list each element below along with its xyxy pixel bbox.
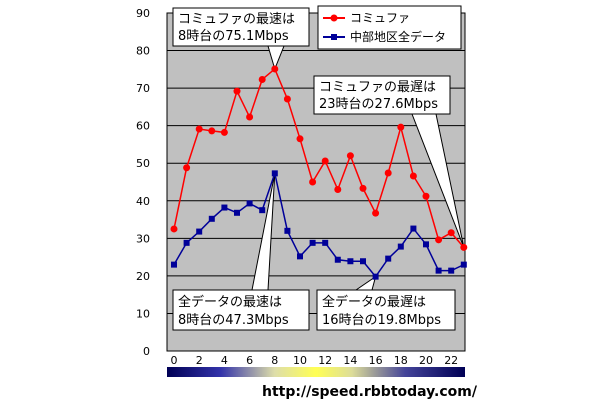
data-point-all — [397, 243, 404, 250]
y-tick-label: 10 — [136, 307, 150, 320]
data-point-commufa — [283, 95, 291, 103]
x-tick-label: 16 — [369, 354, 383, 367]
data-point-all — [448, 267, 455, 274]
x-tick-label: 4 — [221, 354, 228, 367]
data-point-all — [423, 241, 429, 248]
y-tick-label: 90 — [136, 7, 150, 20]
data-point-all — [284, 227, 291, 234]
data-point-commufa — [435, 236, 443, 244]
x-tick-label: 10 — [293, 354, 307, 367]
data-point-all — [460, 261, 467, 268]
data-point-commufa — [346, 152, 354, 160]
y-tick-label: 20 — [136, 270, 150, 283]
data-point-commufa — [220, 128, 228, 136]
data-point-commufa — [183, 164, 191, 172]
data-point-commufa — [447, 229, 455, 237]
callout-fastest-commufa-line1: コミュファの最速は — [178, 12, 295, 27]
x-tick-label: 8 — [271, 354, 278, 367]
legend-marker-commufa — [330, 14, 338, 22]
data-point-commufa — [409, 172, 417, 180]
data-point-all — [360, 258, 366, 265]
data-point-commufa — [195, 125, 203, 133]
data-point-commufa — [258, 75, 266, 83]
time-of-day-bar — [167, 367, 465, 377]
data-point-all — [208, 215, 215, 222]
data-point-commufa — [170, 225, 178, 233]
callout-slowest-all-line2: 16時台の19.8Mbps — [322, 313, 441, 328]
data-point-commufa — [397, 123, 405, 131]
callout-fastest-all-line1: 全データの最速は — [178, 294, 282, 310]
data-point-all — [334, 256, 341, 263]
callout-fastest-all: 全データの最速は 8時台の47.3Mbps — [172, 289, 310, 331]
x-tick-label: 6 — [246, 354, 253, 367]
legend-label-commufa: コミュファ — [350, 11, 410, 25]
y-axis-ticks: 0 10 20 30 40 50 60 70 80 90 — [136, 7, 150, 358]
y-tick-label: 30 — [136, 232, 150, 245]
data-point-all — [347, 258, 354, 265]
callout-slowest-all: 全データの最遅は 16時台の19.8Mbps — [316, 289, 456, 331]
callout-fastest-commufa-line2: 8時台の75.1Mbps — [178, 29, 289, 44]
data-point-all — [171, 261, 177, 268]
data-point-commufa — [321, 157, 329, 165]
x-tick-label: 20 — [419, 354, 433, 367]
data-point-commufa — [208, 127, 216, 135]
legend-marker-all — [331, 34, 337, 40]
data-point-commufa — [246, 113, 254, 121]
data-point-all — [385, 255, 392, 262]
footer-url: http://speed.rbbtoday.com/ — [262, 384, 478, 400]
data-point-all — [234, 209, 240, 216]
y-tick-label: 60 — [136, 120, 150, 133]
x-tick-label: 14 — [343, 354, 357, 367]
callout-fastest-all-line2: 8時台の47.3Mbps — [178, 313, 289, 328]
data-point-commufa — [460, 243, 468, 251]
x-axis-ticks: 0 2 4 6 8 10 12 14 16 18 20 22 — [171, 354, 459, 367]
data-point-all — [221, 204, 228, 211]
callout-fastest-commufa: コミュファの最速は 8時台の75.1Mbps — [172, 7, 310, 47]
data-point-commufa — [372, 209, 380, 217]
data-point-commufa — [309, 178, 317, 186]
x-tick-label: 2 — [196, 354, 203, 367]
y-tick-label: 40 — [136, 195, 150, 208]
data-point-commufa — [422, 192, 430, 200]
data-point-all — [410, 225, 417, 232]
data-point-commufa — [271, 65, 279, 73]
series-group — [170, 65, 468, 280]
data-point-all — [196, 228, 203, 235]
callout-slowest-commufa-line1: コミュファの最遅は — [319, 80, 436, 95]
data-point-all — [309, 239, 316, 246]
y-tick-label: 50 — [136, 157, 150, 170]
x-tick-label: 22 — [444, 354, 458, 367]
x-tick-label: 0 — [171, 354, 178, 367]
x-tick-label: 18 — [394, 354, 408, 367]
data-point-commufa — [384, 169, 392, 177]
data-point-commufa — [296, 135, 304, 143]
data-point-commufa — [233, 87, 241, 95]
data-point-all — [322, 239, 329, 246]
y-tick-label: 80 — [136, 45, 150, 58]
data-point-commufa — [359, 184, 367, 192]
x-tick-label: 12 — [318, 354, 332, 367]
y-tick-label: 0 — [143, 345, 150, 358]
callout-slowest-commufa: コミュファの最遅は 23時台の27.6Mbps — [313, 75, 451, 115]
data-point-all — [271, 170, 278, 177]
data-point-all — [297, 253, 303, 260]
data-point-all — [435, 267, 442, 274]
legend-label-all: 中部地区全データ — [350, 29, 446, 44]
callout-slowest-all-line1: 全データの最遅は — [322, 294, 426, 310]
data-point-all — [246, 200, 253, 207]
legend: コミュファ 中部地区全データ — [317, 5, 462, 50]
data-point-commufa — [334, 186, 342, 194]
data-point-all — [183, 239, 190, 246]
callout-slowest-commufa-line2: 23時台の27.6Mbps — [319, 97, 438, 112]
y-tick-label: 70 — [136, 82, 150, 95]
data-point-all — [259, 207, 266, 214]
plot-frame — [166, 12, 466, 352]
data-point-all — [372, 273, 379, 280]
